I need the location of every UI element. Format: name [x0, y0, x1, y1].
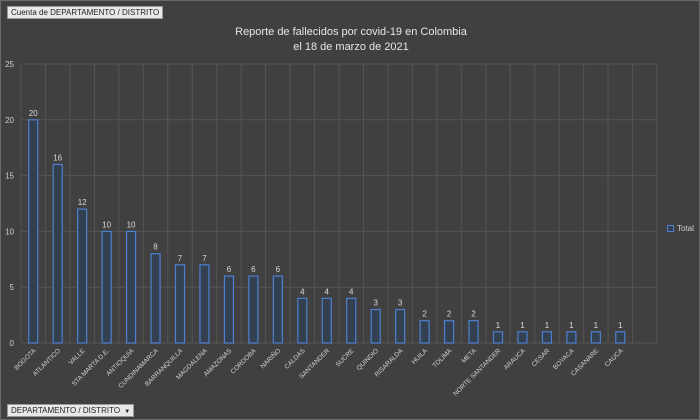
bar — [52, 163, 63, 344]
dropdown-arrow-icon[interactable]: ▼ — [124, 409, 131, 415]
data-label: 8 — [153, 243, 158, 252]
legend-label: Total — [677, 224, 694, 233]
x-tick-label: TOLIMA — [432, 347, 454, 369]
bar — [101, 230, 112, 344]
chart-title-line-1: Reporte de fallecidos por covid-19 en Co… — [235, 26, 467, 38]
bar — [517, 331, 528, 344]
bar — [223, 275, 235, 344]
bar — [28, 119, 39, 344]
chart-title-line-2: el 18 de marzo de 2021 — [293, 41, 409, 53]
data-label: 6 — [227, 265, 232, 274]
legend: Total — [667, 224, 694, 233]
x-tick-label: VALLE — [68, 347, 87, 366]
bar — [77, 208, 88, 344]
bar — [468, 320, 479, 344]
data-label: 20 — [29, 109, 38, 118]
x-tick-label: BOYACA — [552, 347, 576, 371]
data-label: 4 — [325, 287, 330, 296]
y-tick-label: 10 — [5, 227, 14, 236]
x-tick-label: SUCRE — [335, 347, 357, 369]
data-label: 4 — [300, 287, 305, 296]
x-tick-label: QUINDIO — [355, 347, 380, 372]
bar — [346, 297, 357, 344]
bar — [492, 331, 504, 344]
pivot-axis-field-label: DEPARTAMENTO / DISTRITO — [11, 406, 121, 415]
bar — [272, 275, 283, 344]
data-label: 12 — [78, 198, 87, 207]
data-label: 2 — [447, 310, 452, 319]
bar — [615, 331, 626, 344]
data-label: 2 — [422, 310, 427, 319]
data-label: 6 — [251, 265, 256, 274]
pivot-axis-field-button[interactable]: DEPARTAMENTO / DISTRITO ▼ — [7, 404, 135, 417]
y-tick-label: 25 — [5, 60, 14, 69]
bar — [590, 331, 601, 344]
x-tick-label: META — [461, 347, 479, 365]
legend-swatch — [667, 225, 674, 232]
y-tick-label: 5 — [10, 283, 15, 292]
x-tick-label: NARIÑO — [258, 346, 282, 370]
x-tick-label: CORDOBA — [230, 347, 259, 376]
bar — [125, 230, 137, 344]
y-tick-label: 20 — [5, 116, 14, 125]
chart-title: Reporte de fallecidos por covid-19 en Co… — [1, 25, 699, 55]
data-label: 1 — [520, 321, 525, 330]
data-label: 1 — [618, 321, 623, 330]
bar — [370, 308, 381, 344]
x-tick-label: ARAUCA — [503, 347, 528, 372]
x-tick-label: BOGOTA — [13, 347, 38, 372]
x-tick-label: NORTE SANTANDER — [452, 347, 502, 397]
bar — [443, 320, 455, 344]
data-label: 3 — [373, 299, 378, 308]
x-tick-label: CAUCA — [604, 347, 626, 369]
y-tick-label: 0 — [10, 339, 15, 348]
data-label: 1 — [496, 321, 501, 330]
data-label: 1 — [545, 321, 550, 330]
data-label: 10 — [127, 220, 136, 229]
data-label: 1 — [569, 321, 574, 330]
bar — [321, 297, 332, 344]
data-label: 3 — [398, 299, 403, 308]
bar — [297, 297, 308, 344]
bar — [419, 320, 430, 344]
data-label: 7 — [178, 254, 183, 263]
x-tick-label: HUILA — [411, 347, 430, 366]
bar — [395, 308, 406, 344]
pivot-value-field-button[interactable]: Cuenta de DEPARTAMENTO / DISTRITO — [7, 6, 164, 19]
data-label: 10 — [102, 220, 111, 229]
bar — [174, 264, 186, 344]
data-label: 6 — [276, 265, 281, 274]
data-label: 1 — [594, 321, 599, 330]
x-tick-label: CALDAS — [283, 347, 307, 371]
data-label: 2 — [471, 310, 476, 319]
data-label: 7 — [202, 254, 207, 263]
bar — [248, 275, 259, 344]
bar — [566, 331, 577, 344]
bar — [541, 331, 553, 344]
x-tick-label: CESAR — [531, 347, 552, 368]
data-label: 4 — [349, 287, 354, 296]
bar — [199, 264, 210, 344]
data-label: 16 — [53, 153, 62, 162]
bar — [150, 253, 161, 344]
y-tick-label: 15 — [5, 172, 14, 181]
